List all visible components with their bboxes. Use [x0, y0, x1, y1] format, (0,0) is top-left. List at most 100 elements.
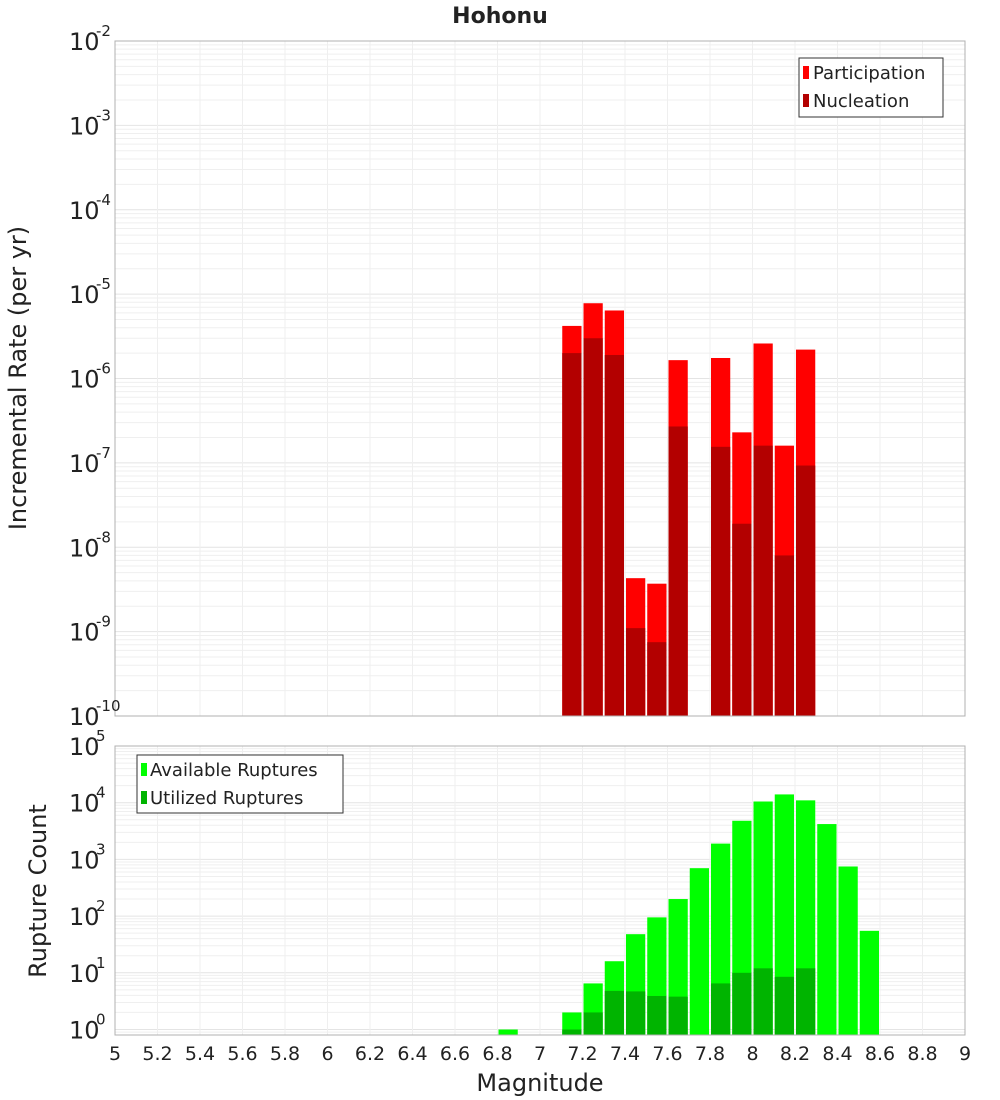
top-y-tick-label: 10 [69, 703, 100, 731]
bottom-plot-border [114, 745, 966, 1036]
top-bars [562, 303, 816, 716]
x-tick-label: 5.4 [185, 1043, 215, 1065]
top-y-tick-exponent: -7 [96, 444, 111, 462]
bottom-bar-series1 [562, 1012, 582, 1035]
bottom-bar-series2 [562, 1029, 582, 1035]
legend-available-label: Available Ruptures [150, 760, 318, 781]
x-tick-label: 7.2 [567, 1043, 597, 1065]
bottom-bar-series2 [604, 990, 624, 1035]
top-y-tick-exponent: -9 [96, 613, 111, 631]
x-tick-label: 8 [746, 1043, 758, 1065]
x-tick-label: 7.6 [652, 1043, 682, 1065]
bottom-bar-series1 [817, 824, 837, 1035]
legend-participation-label: Participation [813, 63, 925, 84]
bottom-y-tick-exponent: 0 [96, 1011, 106, 1029]
bottom-bar-series2 [753, 968, 773, 1035]
bottom-y-tick-exponent: 3 [96, 840, 106, 858]
bottom-bar-series1 [838, 866, 858, 1035]
bottom-bar-series1 [689, 868, 709, 1035]
top-y-tick-exponent: -6 [96, 360, 111, 378]
top-y-tick-label: 10 [69, 28, 100, 56]
legend-participation-swatch [803, 66, 809, 79]
top-y-axis-label: Incremental Rate (per yr) [4, 226, 32, 530]
bottom-bar-series1 [859, 930, 879, 1035]
bottom-y-tick-exponent: 1 [96, 954, 106, 972]
x-tick-label: 5.8 [270, 1043, 300, 1065]
bottom-bar-series2 [796, 968, 816, 1035]
x-tick-label: 7 [534, 1043, 546, 1065]
bottom-y-tick-label: 10 [69, 960, 100, 988]
x-tick-label: 6 [321, 1043, 333, 1065]
bottom-bar-series2 [626, 991, 646, 1035]
x-tick-label: 5.2 [142, 1043, 172, 1065]
top-bar-series2 [774, 555, 794, 716]
top-y-tick-exponent: -5 [96, 275, 111, 293]
top-y-tick-label: 10 [69, 619, 100, 647]
top-bar-series2 [711, 446, 731, 716]
top-y-tick-label: 10 [69, 450, 100, 478]
x-tick-label: 5.6 [227, 1043, 257, 1065]
top-bar-series2 [647, 642, 667, 716]
x-ticks: 5 5.2 5.4 5.6 5.8 6 6.2 6.4 6.6 6.8 7 7.2 7.4 7.6 7.8 8… [109, 1043, 971, 1065]
bottom-y-tick-exponent: 2 [96, 897, 106, 915]
bottom-y-tick-label: 10 [69, 903, 100, 931]
bottom-y-tick-exponent: 4 [96, 784, 106, 802]
bottom-legend-box [136, 754, 344, 814]
x-tick-label: 6.8 [482, 1043, 512, 1065]
top-bar-series2 [732, 523, 752, 716]
legend-nucleation-swatch [803, 94, 809, 107]
top-legend: Participation Nucleation [798, 57, 944, 118]
x-tick-label: 9 [959, 1043, 971, 1065]
chart-title: Hohonu [452, 4, 548, 29]
x-tick-label: 6.4 [397, 1043, 427, 1065]
top-y-tick-exponent: -2 [96, 22, 111, 40]
x-tick-label: 6.2 [355, 1043, 385, 1065]
top-bar-series2 [626, 628, 646, 716]
bottom-y-tick-exponent: 5 [96, 727, 106, 745]
x-tick-label: 8.6 [865, 1043, 895, 1065]
top-bar-series2 [562, 353, 582, 716]
bottom-bar-series2 [774, 976, 794, 1035]
bottom-bar-series2 [583, 1012, 603, 1035]
bottom-y-tick-label: 10 [69, 846, 100, 874]
bottom-bars [498, 794, 879, 1035]
bottom-y-tick-label: 10 [69, 790, 100, 818]
top-y-tick-exponent: -4 [96, 191, 111, 209]
top-plot-border [114, 40, 966, 717]
bottom-legend: Available Ruptures Utilized Ruptures [136, 754, 344, 814]
bottom-y-tick-label: 10 [69, 733, 100, 761]
top-y-tick-label: 10 [69, 366, 100, 394]
top-legend-box [798, 57, 944, 118]
top-y-tick-label: 10 [69, 197, 100, 225]
bottom-bar-series2 [668, 996, 688, 1035]
top-y-tick-exponent: -3 [96, 106, 111, 124]
legend-utilized-swatch [141, 791, 147, 804]
bottom-bar-series2 [711, 983, 731, 1035]
top-y-tick-label: 10 [69, 281, 100, 309]
top-bar-series2 [753, 445, 773, 716]
legend-utilized-label: Utilized Ruptures [150, 788, 303, 809]
x-axis-label: Magnitude [476, 1069, 603, 1097]
top-y-tick-exponent: -8 [96, 528, 111, 546]
legend-nucleation-label: Nucleation [813, 91, 909, 112]
top-grid [114, 40, 966, 717]
top-y-tick-label: 10 [69, 112, 100, 140]
x-tick-label: 8.4 [822, 1043, 852, 1065]
top-bar-series2 [583, 338, 603, 716]
bottom-bar-series1 [774, 794, 794, 1035]
x-tick-label: 8.8 [907, 1043, 937, 1065]
top-bar-series2 [796, 465, 816, 716]
x-tick-label: 8.2 [780, 1043, 810, 1065]
bottom-bar-series2 [647, 995, 667, 1035]
top-y-tick-exponent: -10 [96, 697, 121, 715]
bottom-y-tick-label: 10 [69, 1017, 100, 1045]
bottom-y-axis-label: Rupture Count [24, 804, 52, 978]
x-tick-label: 5 [109, 1043, 121, 1065]
top-bar-series2 [668, 426, 688, 716]
x-tick-label: 7.4 [610, 1043, 640, 1065]
